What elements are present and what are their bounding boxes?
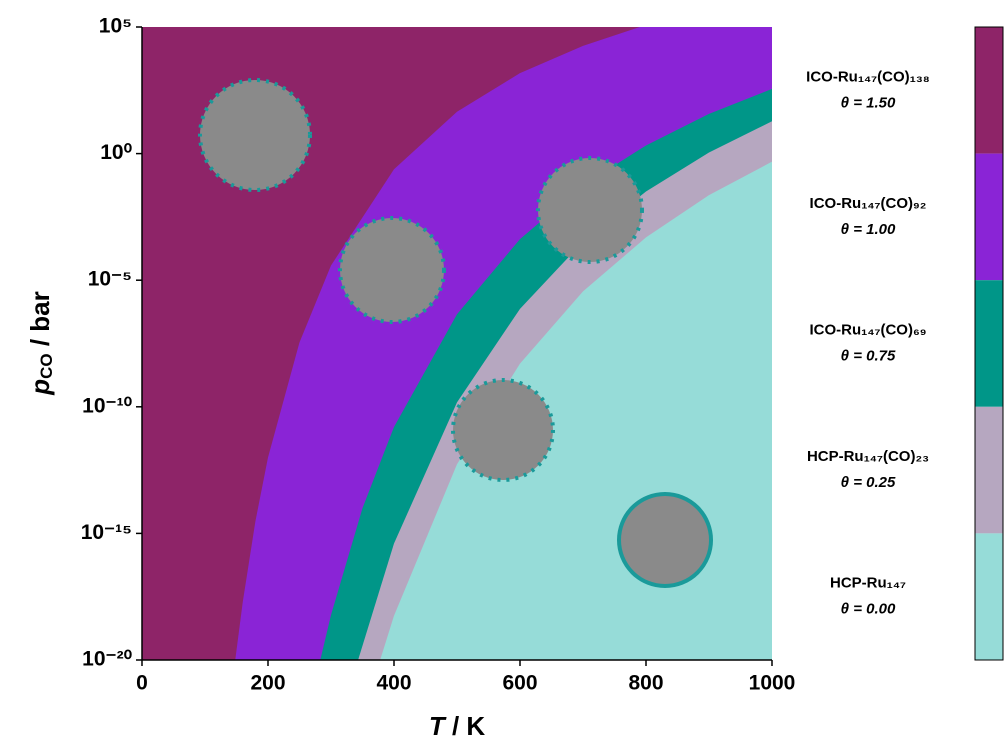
legend-swatch: [975, 280, 1003, 407]
x-tick-label: 400: [376, 672, 411, 695]
legend-swatch: [975, 27, 1003, 154]
x-label-symbol: T: [429, 711, 447, 741]
legend-label: ICO-Ru₁₄₇(CO)₆₉: [809, 321, 926, 338]
y-tick-label: 10⁰: [100, 141, 132, 164]
legend-coverage: θ = 0.25: [841, 474, 896, 491]
legend-label: ICO-Ru₁₄₇(CO)₁₃₈: [806, 68, 930, 85]
x-tick-label: 800: [628, 672, 663, 695]
x-axis-label: T / K: [429, 711, 486, 741]
cluster-images: [198, 78, 713, 588]
y-tick-label: 10⁻²⁰: [82, 648, 132, 671]
y-tick-label: 10⁻⁵: [88, 268, 132, 291]
cluster: [338, 216, 446, 324]
legend-label: ICO-Ru₁₄₇(CO)₉₂: [810, 195, 927, 212]
y-tick-label: 10⁵: [99, 15, 132, 38]
legend-coverage: θ = 1.50: [841, 94, 896, 111]
x-tick-label: 600: [502, 672, 537, 695]
cluster: [617, 492, 713, 588]
x-tick-label: 1000: [749, 672, 796, 695]
cluster: [451, 378, 555, 482]
legend-coverage: θ = 0.00: [841, 601, 896, 618]
legend-label: HCP-Ru₁₄₇(CO)₂₃: [807, 448, 929, 465]
x-label-unit: / K: [445, 711, 486, 741]
y-label-symbol: p: [25, 379, 55, 396]
legend-frame: [974, 26, 1004, 661]
y-label-subscript: CO: [37, 353, 56, 379]
legend-coverage: θ = 0.75: [841, 347, 896, 364]
legend-swatch: [975, 406, 1003, 534]
y-label-unit: / bar: [25, 291, 55, 353]
y-tick-label: 10⁻¹⁰: [82, 394, 132, 417]
y-tick-label: 10⁻¹⁵: [81, 521, 132, 544]
legend-coverage: θ = 1.00: [841, 221, 896, 238]
cluster: [198, 78, 312, 192]
legend-swatch: [975, 153, 1003, 281]
cluster: [536, 156, 644, 264]
x-tick-label: 0: [136, 672, 148, 695]
y-axis-label: pCO / bar: [25, 291, 57, 396]
x-tick-label: 200: [250, 672, 285, 695]
legend-label: HCP-Ru₁₄₇: [830, 575, 906, 592]
legend-swatch: [975, 533, 1003, 660]
